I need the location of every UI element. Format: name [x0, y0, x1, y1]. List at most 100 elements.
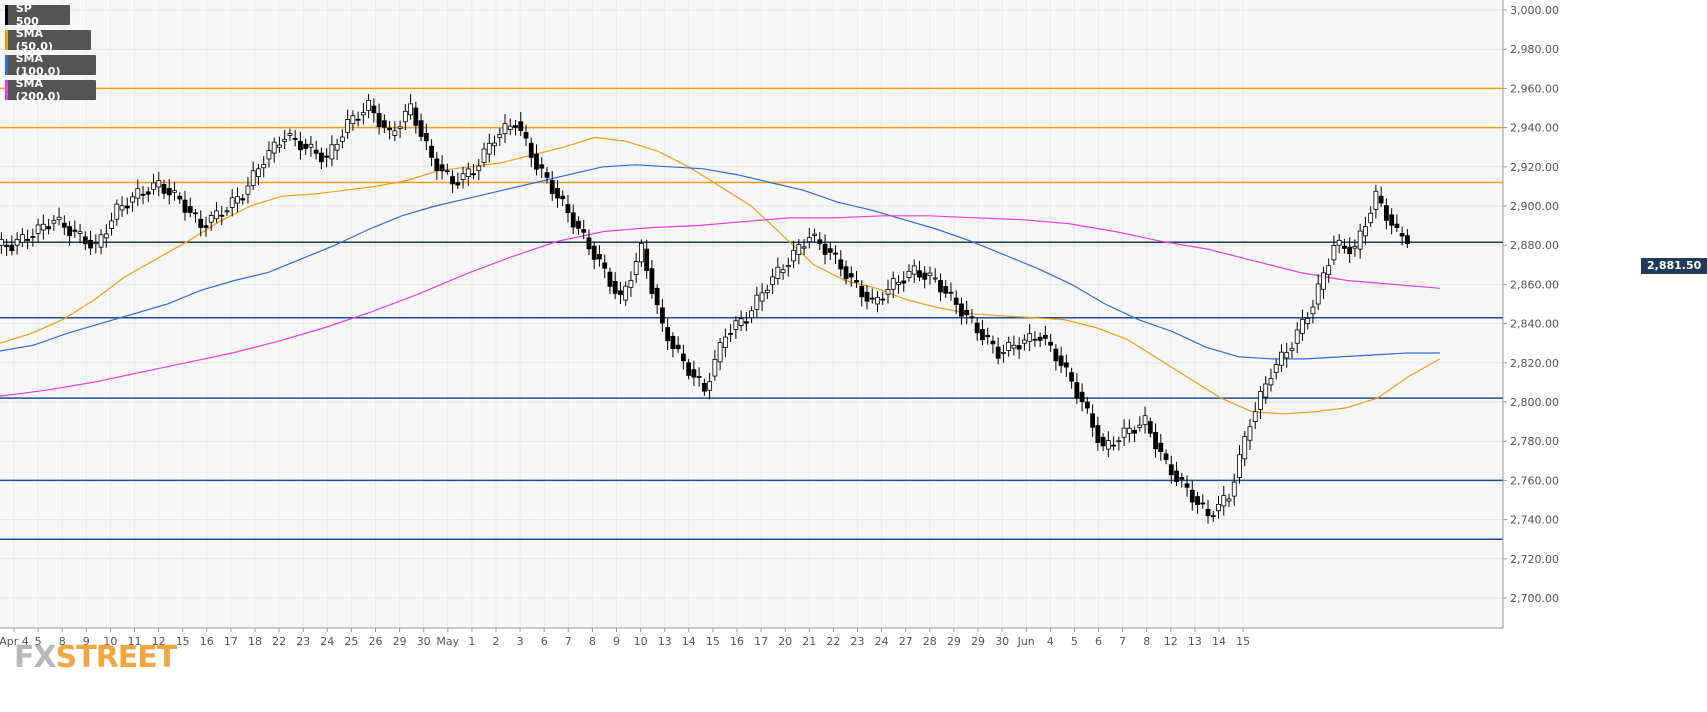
- x-tick-label: 12: [1164, 635, 1178, 648]
- candle-body: [549, 180, 555, 195]
- legend-swatch: [5, 55, 8, 75]
- x-tick-label: 3: [517, 635, 524, 648]
- candle-body: [717, 342, 723, 363]
- legend-item-sma50[interactable]: SMA (50,0): [5, 27, 91, 53]
- candle-body: [318, 152, 324, 163]
- y-tick-label: 2,800.00: [1510, 396, 1559, 409]
- candle-body: [313, 149, 319, 154]
- candle-body: [618, 290, 623, 295]
- legend-swatch: [5, 30, 8, 50]
- candle-body: [61, 222, 67, 228]
- candle-body: [864, 291, 870, 302]
- candle-body: [943, 285, 949, 294]
- legend-item-sp500[interactable]: SP 500: [5, 2, 70, 28]
- candle-body: [764, 289, 770, 294]
- candle-body: [497, 134, 503, 138]
- y-tick-label: 2,920.00: [1510, 161, 1559, 174]
- sma-layer: [0, 136, 1441, 415]
- candle-body: [151, 182, 156, 190]
- candle-body: [444, 170, 450, 173]
- candle-body: [366, 99, 372, 111]
- candle-body: [1126, 427, 1132, 434]
- candle-body: [1357, 230, 1363, 250]
- candle-body: [1326, 265, 1332, 275]
- candle-body: [560, 195, 566, 200]
- candle-body: [670, 335, 676, 349]
- candle-body: [271, 141, 277, 154]
- candle-body: [245, 185, 251, 195]
- x-tick-label: 4: [1047, 635, 1054, 648]
- x-tick-label: 15: [176, 635, 190, 648]
- candle-body: [114, 203, 120, 220]
- x-tick-label: 10: [634, 635, 648, 648]
- x-tick-label: 7: [565, 635, 572, 648]
- candle-body: [1100, 436, 1106, 447]
- candle-body: [680, 353, 686, 362]
- candle-body: [1163, 453, 1169, 461]
- x-tick-label: 8: [59, 635, 66, 648]
- candle-body: [418, 120, 424, 137]
- candle-body: [1221, 495, 1227, 507]
- candle-body: [896, 281, 901, 285]
- candle-body: [1105, 440, 1111, 450]
- x-tick-label: 18: [248, 635, 262, 648]
- x-tick-label: 1: [468, 635, 475, 648]
- candle-body: [838, 259, 844, 270]
- candle-body: [775, 266, 781, 279]
- candle-body: [901, 280, 907, 284]
- candle-body: [1069, 372, 1075, 382]
- candle-body: [576, 220, 581, 229]
- x-tick-label: 14: [1212, 635, 1226, 648]
- candle-body: [1090, 413, 1096, 428]
- candle-body: [843, 266, 849, 280]
- candle-body: [429, 145, 434, 158]
- candle-body: [544, 172, 550, 178]
- candle-body: [1389, 214, 1395, 226]
- sma-line-100: [0, 164, 1440, 360]
- x-tick-label: 16: [730, 635, 744, 648]
- candle-body: [360, 112, 366, 116]
- candle-body: [1116, 440, 1122, 443]
- candle-body: [1373, 190, 1379, 210]
- candle-body: [597, 254, 602, 260]
- candle-body: [927, 272, 933, 276]
- candle-body: [528, 142, 534, 158]
- candle-body: [1195, 496, 1200, 505]
- candle-body: [1063, 362, 1069, 368]
- candle-body: [40, 223, 46, 231]
- candle-body: [219, 214, 225, 217]
- candle-body: [282, 139, 288, 142]
- candle-body: [4, 244, 10, 248]
- x-tick-label: 23: [851, 635, 865, 648]
- legend-swatch: [5, 5, 8, 25]
- candle-body: [1273, 364, 1279, 373]
- candle-body: [1363, 226, 1368, 237]
- candle-body: [166, 187, 172, 196]
- x-tick-label: Apr 4: [0, 635, 29, 648]
- legend-label: SMA (50,0): [15, 27, 53, 53]
- candle-body: [277, 144, 282, 148]
- logo-fx: FX: [14, 640, 57, 675]
- candle-body: [14, 238, 20, 246]
- candle-body: [1147, 421, 1153, 434]
- candle-body: [329, 144, 335, 160]
- candle-body: [51, 220, 57, 224]
- candle-body: [266, 150, 272, 160]
- candle-body: [1058, 355, 1064, 366]
- y-tick-label: 2,960.00: [1510, 82, 1559, 95]
- candle-body: [969, 316, 975, 319]
- candle-body: [507, 125, 513, 130]
- candle-body: [46, 226, 51, 230]
- x-tick-label: 23: [296, 635, 310, 648]
- candle-body: [854, 280, 859, 283]
- candle-body: [1200, 502, 1206, 505]
- candle-body: [1399, 233, 1405, 237]
- candle-body: [1263, 383, 1269, 398]
- legend-item-sma200[interactable]: SMA (200,0): [5, 77, 96, 103]
- candle-body: [801, 246, 807, 249]
- candle-body: [1142, 415, 1148, 425]
- legend-item-sma100[interactable]: SMA (100,0): [5, 52, 96, 78]
- candle-body: [1032, 338, 1038, 341]
- candle-body: [1189, 489, 1195, 503]
